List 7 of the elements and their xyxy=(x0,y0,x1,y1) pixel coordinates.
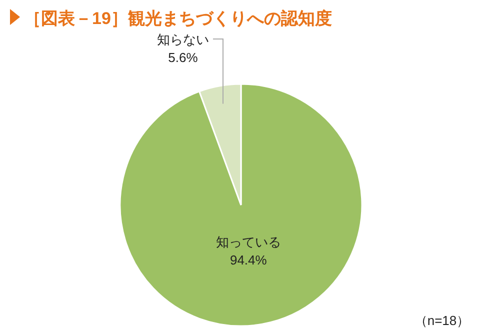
text: （n=18） xyxy=(414,313,470,328)
slice-label: 知っている xyxy=(216,234,281,250)
pie-slice xyxy=(119,83,363,327)
chart-title: ［図表－19］観光まちづくりへの認知度 xyxy=(24,9,332,28)
slice-label: 知らない xyxy=(157,32,209,47)
data-label: 94.4% xyxy=(230,252,268,268)
data-label: 5.6% xyxy=(168,50,198,65)
